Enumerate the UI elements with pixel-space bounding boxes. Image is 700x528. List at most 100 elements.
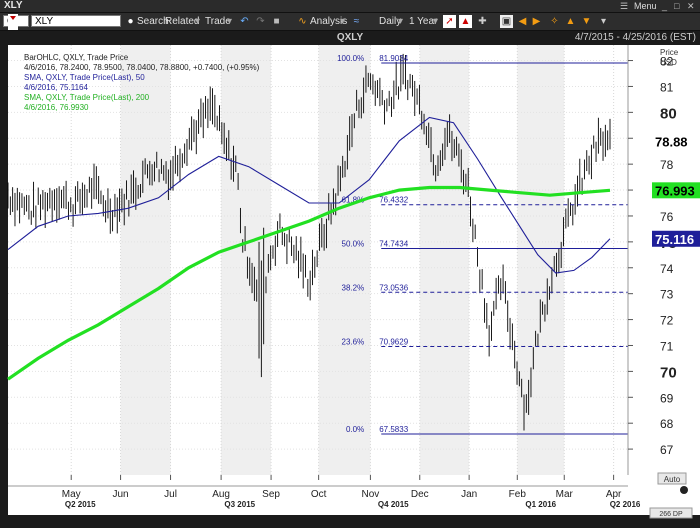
x-month-label: Nov — [362, 489, 380, 500]
line-chart-icon[interactable]: ➚ — [443, 15, 456, 28]
fib-level-percent: 38.2% — [342, 283, 365, 292]
y-tick-label: 78 — [660, 158, 674, 172]
settings-icon[interactable] — [680, 486, 688, 494]
currency-label: USD — [660, 58, 677, 67]
period-dropdown[interactable]: 1 Year — [409, 16, 438, 27]
analysis-dropdown-icon[interactable]: ▾ — [340, 16, 346, 27]
toolbar: Q XLY ● Search Related ▾ Trade ▾ ↶ ↷ ■ ∿… — [0, 13, 700, 31]
x-month-label: Jan — [461, 489, 477, 500]
compress-icon[interactable]: ▼ — [581, 16, 592, 27]
trade-button[interactable]: Trade — [205, 16, 231, 27]
y-tick-label: 81 — [660, 80, 674, 94]
redo-icon[interactable]: ↷ — [256, 16, 265, 27]
zoom-box-icon[interactable]: ▣ — [500, 15, 513, 28]
sma50-tag-label: 75.116 — [655, 232, 694, 247]
x-month-label: May — [62, 489, 81, 500]
legend-sma50-title: SMA, QXLY, Trade Price(Last), 50 — [24, 73, 145, 82]
more-icon[interactable]: ▾ — [600, 16, 607, 27]
expand-icon[interactable]: ▲ — [565, 16, 576, 27]
fib-level-percent: 50.0% — [342, 240, 365, 249]
y-tick-label: 69 — [660, 391, 674, 405]
interval-dropdown[interactable]: Daily — [379, 16, 402, 27]
scroll-left-icon[interactable]: ▶ — [532, 16, 541, 27]
menu-label[interactable]: Menu — [634, 1, 657, 11]
fib-level-value: 76.4332 — [379, 196, 408, 205]
interval-dropdown-icon[interactable]: ▾ — [398, 16, 404, 27]
x-month-label: Oct — [311, 489, 327, 500]
period-dropdown-icon[interactable]: ▾ — [433, 16, 439, 27]
y-axis: 67686970717273747576777879808182 — [628, 55, 677, 457]
x-month-label: Jul — [164, 489, 177, 500]
studies-icon[interactable]: ≈ — [353, 16, 360, 27]
x-quarter-label: Q2 2015 — [65, 500, 96, 509]
x-month-label: Mar — [556, 489, 574, 500]
search-icon[interactable]: ● — [127, 16, 134, 27]
y-tick-label: 74 — [660, 262, 674, 276]
x-month-label: Apr — [606, 489, 622, 500]
legend-sma50-value: 4/6/2016, 75.1164 — [24, 83, 88, 92]
crosshair-icon[interactable]: ✚ — [478, 16, 487, 27]
y-tick-label: 80 — [660, 105, 677, 122]
related-button[interactable]: Related — [165, 16, 200, 27]
symbol-input[interactable]: XLY — [31, 15, 121, 27]
trade-dropdown-icon[interactable]: ▾ — [227, 16, 233, 27]
bar-chart-icon[interactable]: ▲ — [459, 15, 472, 28]
last-price-tag-box — [652, 133, 700, 150]
related-dropdown-icon[interactable]: ▾ — [195, 16, 201, 27]
month-shade — [120, 45, 171, 475]
y-tick-label: 67 — [660, 443, 674, 457]
search-button[interactable]: Search — [137, 16, 169, 27]
x-month-label: Aug — [212, 489, 230, 500]
x-quarter-label: Q4 2015 — [378, 500, 409, 509]
undo-icon[interactable]: ↶ — [240, 16, 249, 27]
analysis-button[interactable]: Analysis — [310, 16, 348, 27]
fib-level-value: 81.9034 — [379, 54, 408, 63]
y-tick-label: 68 — [660, 417, 674, 431]
scroll-start-icon[interactable]: ◀ — [518, 16, 527, 27]
x-month-label: Sep — [262, 489, 280, 500]
sma50-tag-box — [652, 230, 700, 247]
window-titlebar: XLY ☰ Menu _ □ ✕ — [0, 0, 700, 13]
month-shade — [419, 45, 470, 475]
legend-sma200-value: 4/6/2016, 76.9930 — [24, 103, 89, 112]
sma-50-line — [7, 116, 611, 274]
y-tick-label: 82 — [660, 55, 674, 69]
month-shading — [120, 45, 565, 475]
menu-icon[interactable]: ☰ — [620, 1, 629, 11]
legend-bar-title: BarOHLC, QXLY, Trade Price — [24, 53, 129, 62]
auto-scale-button[interactable] — [657, 472, 687, 485]
x-month-label: Jun — [113, 489, 129, 500]
chart-date-range: 4/7/2015 - 4/25/2016 (EST) — [574, 32, 696, 43]
y-tick-label: 70 — [660, 364, 677, 381]
auto-scale-label: Auto — [664, 475, 681, 484]
data-points-button[interactable] — [649, 507, 693, 519]
analysis-icon[interactable]: ∿ — [298, 16, 307, 27]
legend-sma200-title: SMA, QXLY, Trade Price(Last), 200 — [24, 93, 150, 102]
close-icon[interactable]: ✕ — [687, 1, 695, 11]
fib-level-percent: 0.0% — [346, 425, 364, 434]
price-tags: 78.88 76.993 75.116 — [652, 133, 700, 247]
legend: BarOHLC, QXLY, Trade Price 4/6/2016, 78.… — [24, 53, 260, 112]
sma-200-line — [7, 185, 611, 381]
folder-icon[interactable]: ■ — [273, 16, 280, 27]
minimize-icon[interactable]: _ — [662, 1, 668, 11]
legend-bar-values: 4/6/2016, 78.2400, 78.9500, 78.0400, 78.… — [24, 63, 260, 72]
scroll-right-icon[interactable]: ✧ — [550, 16, 559, 27]
y-tick-label: 71 — [660, 339, 674, 353]
fib-level-percent: 23.6% — [342, 337, 365, 346]
y-tick-label: 73 — [660, 288, 674, 302]
fib-level-percent: 61.8% — [342, 196, 365, 205]
x-axis-panel[interactable] — [8, 475, 700, 515]
chart-menu-icon[interactable] — [8, 14, 18, 30]
data-points-label: 266 DP — [659, 511, 683, 518]
chart-menu-arrow — [10, 16, 16, 20]
x-quarter-label: Q2 2016 — [610, 500, 641, 509]
ohlc-bars — [7, 53, 611, 431]
price-axis-panel[interactable] — [628, 45, 700, 475]
fib-level-value: 74.7434 — [379, 240, 408, 249]
month-shade — [221, 45, 272, 475]
chart-ticker: QXLY — [336, 32, 364, 43]
restore-icon[interactable]: □ — [674, 1, 680, 11]
fibonacci-retracement: 100.0% 81.9034 61.8% 76.4332 50.0% 74.7434 38.… — [337, 54, 628, 435]
